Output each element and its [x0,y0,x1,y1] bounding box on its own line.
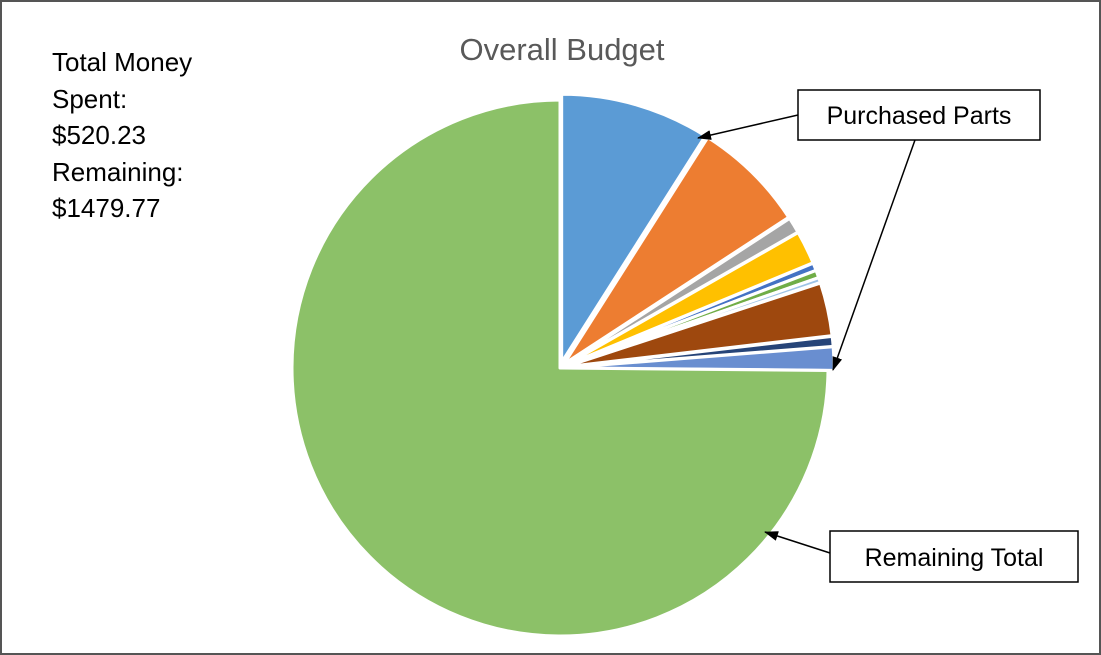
pie-slice-11 [290,98,830,638]
summary-line-remaining: Remaining: [52,156,184,187]
summary-remaining-amount: $1479.77 [52,193,161,223]
callout-arrow-purchased-parts-upper [697,114,799,140]
callout-remaining-total: Remaining Total [764,530,1079,583]
callout-purchased-parts: Purchased Parts [697,89,1041,371]
summary-spent-amount: $520.23 [52,120,146,150]
summary-line-total-money: Total Money [52,47,193,77]
callout-box-remaining-total [829,530,1079,583]
budget-summary: Total Money Spent: $520.23 Remaining: $1… [52,44,192,227]
callout-label-remaining-total: Remaining Total [865,544,1044,572]
callout-box-purchased-parts [797,89,1041,141]
callout-label-purchased-parts: Purchased Parts [827,102,1012,130]
summary-line-spent: Spent: [52,83,128,114]
callout-arrow-remaining-total [764,531,831,554]
callout-arrow-purchased-parts-lower [832,139,916,371]
pie-slices [290,92,836,638]
chart-title: Overall Budget [459,32,665,67]
